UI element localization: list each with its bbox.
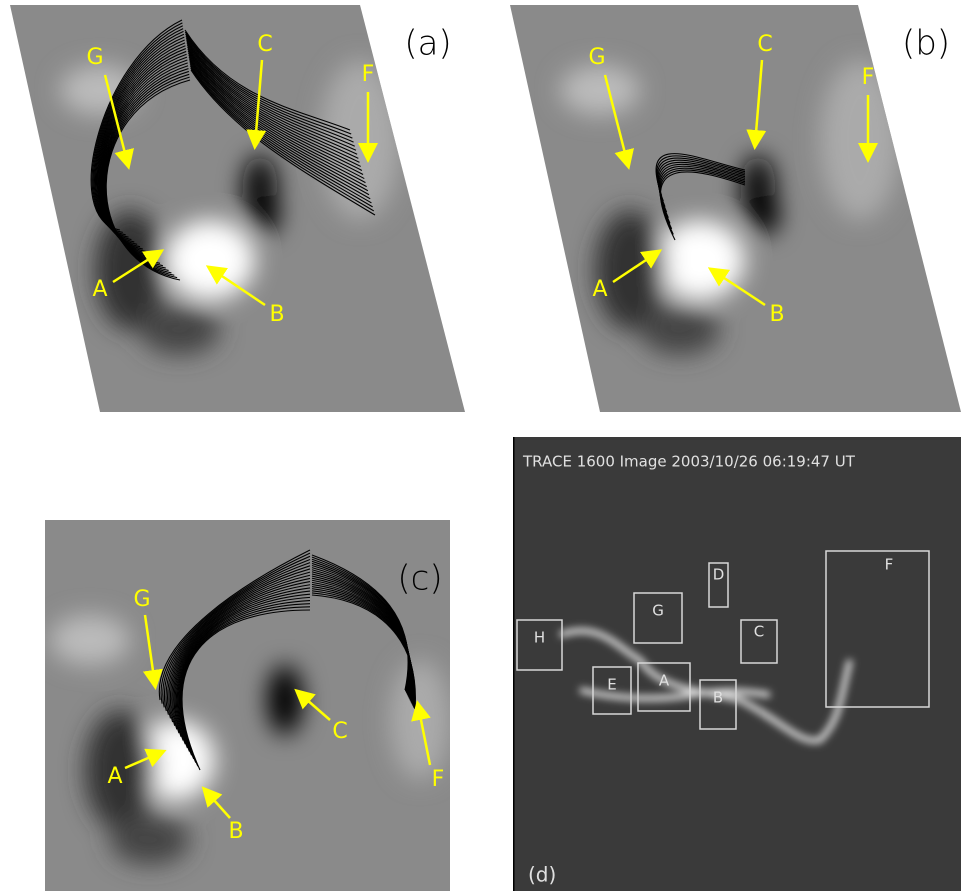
arrow [612,249,663,284]
field-line [187,50,364,176]
arrow [246,59,267,150]
point-label: C [757,32,772,57]
field-line [186,43,359,159]
point-label: A [107,764,122,789]
region-box [708,562,729,608]
arrow [707,267,766,307]
magnetogram-c [45,520,450,891]
point-label: B [228,819,243,844]
point-label: F [862,65,875,90]
region-label: D [713,566,725,584]
region-label: G [652,602,664,620]
field-line [173,581,311,738]
arrow [411,700,432,766]
region-label: H [534,629,545,647]
field-line [188,56,367,188]
field-line [174,584,311,741]
region-label: B [713,689,723,707]
field-line [187,52,365,180]
point-label: G [86,45,103,70]
region-box [592,666,632,715]
field-line [184,29,351,131]
arrow [124,748,167,770]
region-label: E [607,676,616,694]
arrow [294,688,331,721]
field-line [189,65,373,208]
field-line [185,37,355,147]
magnetogram-a [10,5,465,412]
region-label: C [754,623,764,641]
field-line [185,39,357,151]
region-label: A [659,672,670,690]
field-line [163,558,311,712]
image-title: TRACE 1600 Image 2003/10/26 06:19:47 UT [522,453,856,471]
field-line [176,590,311,749]
field-line [177,593,311,752]
field-line [660,171,746,241]
arrow [205,265,266,307]
region-box [825,550,930,708]
panel-label: (a) [404,24,451,64]
field-line [187,48,363,171]
field-line [162,555,311,708]
field-line [190,69,376,216]
field-line [172,577,311,734]
field-line [168,568,311,723]
point-label: C [332,719,347,744]
point-label: G [588,45,605,70]
field-line [167,565,311,719]
field-line [188,54,366,184]
arrow [142,614,163,690]
region-label: F [885,556,894,574]
field-line [188,58,369,192]
field-line [165,562,311,715]
field-line [171,574,311,730]
point-label: B [269,302,284,327]
region-box [699,679,737,730]
field-line [185,33,353,139]
arrows [103,59,878,819]
point-label: A [92,277,107,302]
field-line [178,596,311,756]
field-line [311,594,416,711]
arrow [112,249,165,284]
field-line [187,46,361,167]
panel-label: (c) [397,559,442,599]
trace-image [513,437,961,891]
field-line [181,609,311,771]
arrow [746,59,767,150]
point-label: C [257,32,272,57]
field-line [189,62,371,200]
panel-label: (b) [902,24,950,64]
arrow [201,786,231,819]
field-line [189,63,372,204]
field-line [169,571,311,726]
point-label: B [769,302,784,327]
panel-label: (d) [528,863,556,887]
field-line [99,48,187,255]
point-label: A [592,277,607,302]
field-line [186,44,360,163]
region-box [740,619,778,664]
magnetogram-b [510,5,961,412]
point-label: F [362,62,375,87]
region-box [516,619,563,671]
point-label: F [432,767,445,792]
field-line [186,41,358,155]
arrow [103,74,134,170]
region-box [633,592,683,644]
field-line [190,67,375,212]
field-line [185,35,354,143]
field-line [179,599,311,760]
field-lines [90,19,746,771]
arrow [603,74,634,170]
field-line [175,587,311,745]
point-label: G [133,587,150,612]
field-line [189,60,370,196]
field-line [184,31,352,135]
region-box [637,662,691,712]
